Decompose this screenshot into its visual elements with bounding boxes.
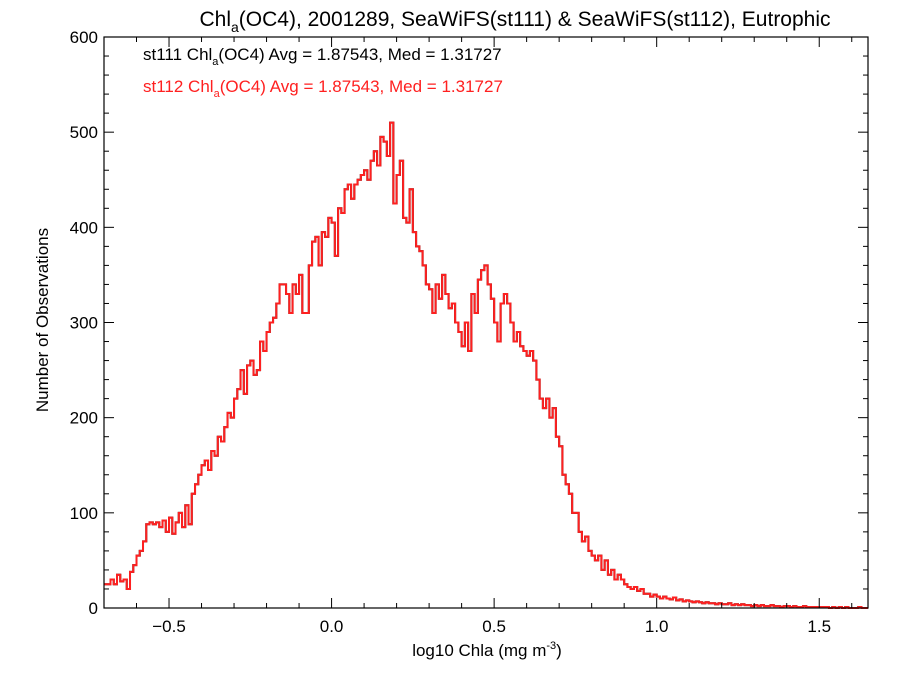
axes-layer: −0.5 0.0 0.5 1.0 1.5 0 100 200 300 400 500 600	[70, 28, 869, 636]
chart-title: Chla(OC4), 2001289, SeaWiFS(st111) & Sea…	[199, 8, 830, 35]
title-subscript: a	[231, 19, 239, 35]
y-tick-label: 300	[70, 314, 98, 333]
x-axis-label: log10 Chla (mg m-3)	[412, 640, 562, 660]
y-tick-label: 100	[70, 504, 98, 523]
x-label-main: log10 Chla (mg m	[412, 641, 546, 660]
legend-st111-rest: (OC4) Avg = 1.87543, Med = 1.31727	[218, 45, 501, 64]
legend-st111-subscript: a	[212, 56, 219, 68]
x-tick-label: 1.0	[645, 617, 669, 636]
x-tick-label: 0.5	[482, 617, 506, 636]
legend-st112-subscript: a	[214, 88, 221, 100]
series-st112-line	[104, 121, 868, 609]
y-tick-label: 200	[70, 409, 98, 428]
x-tick-label: 1.5	[807, 617, 831, 636]
legend-st111: st111 Chla(OC4) Avg = 1.87543, Med = 1.3…	[143, 45, 502, 68]
legend-st112-rest: (OC4) Avg = 1.87543, Med = 1.31727	[220, 77, 503, 96]
x-tick-label: 0.0	[320, 617, 344, 636]
y-tick-label: 400	[70, 218, 98, 237]
y-axis-label: Number of Observations	[33, 228, 52, 412]
series-layer	[104, 121, 868, 609]
x-tick-label: −0.5	[152, 617, 186, 636]
y-tick-label: 0	[89, 599, 98, 618]
y-tick-label: 600	[70, 28, 98, 47]
plot-frame	[103, 36, 869, 609]
title-prefix: Chl	[199, 8, 231, 31]
x-label-end: )	[556, 641, 562, 660]
legend-st112-prefix: st112 Chl	[143, 77, 214, 96]
y-tick-label: 500	[70, 123, 98, 142]
series-st111-line	[104, 121, 868, 609]
title-rest: (OC4), 2001289, SeaWiFS(st111) & SeaWiFS…	[239, 8, 831, 31]
legend-st112: st112 Chla(OC4) Avg = 1.87543, Med = 1.3…	[143, 77, 503, 100]
x-label-superscript: -3	[546, 640, 556, 652]
legend-st111-prefix: st111 Chl	[143, 45, 212, 64]
